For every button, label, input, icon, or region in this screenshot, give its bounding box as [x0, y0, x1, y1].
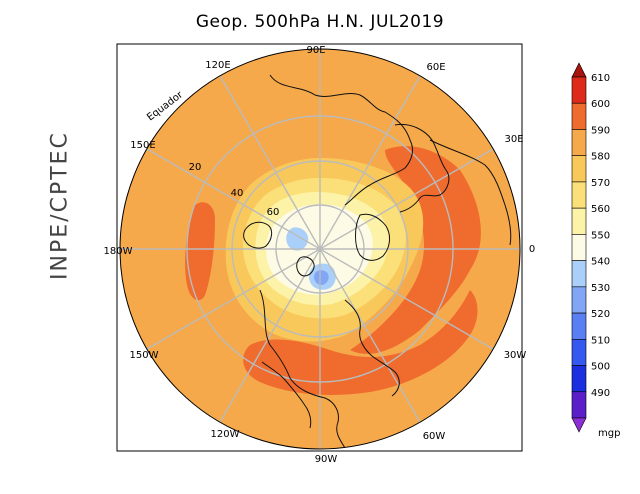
colorbar-label: 580 [591, 152, 610, 163]
field-high-atlantic-south [243, 290, 478, 395]
colorbar-swatch [571, 260, 587, 288]
coast-alaska [243, 221, 273, 249]
map-frame [116, 43, 523, 452]
colorbar-swatch [571, 312, 587, 340]
coast-mexico [261, 361, 312, 429]
meridian-150e-30w [146, 148, 494, 350]
coast-greenland [355, 213, 391, 261]
field-high-pacific [185, 202, 215, 301]
lon-label-150w: 150W [130, 350, 159, 361]
lon-label-180w: 180W [104, 246, 133, 257]
colorbar-swatch [571, 76, 587, 104]
lon-label-60w: 60W [423, 431, 446, 442]
field-low-530-canada [314, 270, 329, 285]
coast-north-america [259, 289, 346, 449]
colorbar-label: 550 [591, 230, 610, 241]
coast-africa [429, 139, 512, 246]
lon-label-120w: 120W [211, 429, 240, 440]
colorbar-label: 530 [591, 283, 610, 294]
disk-outline [119, 48, 521, 450]
map-title: Geop. 500hPa H.N. JUL2019 [195, 12, 445, 32]
colorbar-label: 540 [591, 257, 610, 268]
colorbar-swatch [571, 155, 587, 183]
colorbar-label: 490 [591, 388, 610, 399]
lon-label-150e: 150E [130, 140, 155, 151]
colorbar-swatch [571, 102, 587, 130]
lon-label-90e: 90E [306, 45, 325, 56]
graticule [120, 49, 520, 449]
colorbar-swatch [571, 391, 587, 419]
colorbar-swatch [571, 129, 587, 156]
colorbar-swatch [571, 365, 587, 393]
lon-label-30w: 30W [504, 350, 527, 361]
colorbar-label: 570 [591, 178, 610, 189]
colorbar-swatch [571, 181, 587, 209]
colorbar-label: 560 [591, 204, 610, 215]
lon-label-90w: 90W [315, 454, 338, 465]
colorbar-top-arrow [571, 62, 587, 78]
lat-label-60: 60 [267, 207, 280, 218]
lon-label-0: 0 [529, 244, 535, 255]
colorbar-unit: mgp [598, 428, 620, 439]
colorbar-label: 600 [591, 99, 610, 110]
coastlines [243, 74, 512, 449]
lat-label-40: 40 [231, 188, 244, 199]
colorbar-swatch [571, 339, 587, 366]
colorbar-label: 510 [591, 335, 610, 346]
coast-europe [394, 123, 450, 213]
colorbar-swatch [571, 207, 587, 235]
colorbar-swatch [571, 234, 587, 261]
lon-label-120e: 120E [205, 60, 230, 71]
lon-label-30e: 30E [504, 134, 523, 145]
colorbar-swatch [571, 286, 587, 314]
colorbar-label: 520 [591, 309, 610, 320]
lon-label-60e: 60E [426, 62, 445, 73]
coast-arctic-islands [296, 256, 315, 277]
coast-asia [269, 74, 413, 206]
lat-label-20: 20 [189, 162, 202, 173]
colorbar-label: 500 [591, 362, 610, 373]
colorbar-label: 610 [591, 73, 610, 84]
colorbar-bottom-arrow [571, 417, 587, 433]
field-high-north-atlantic [350, 146, 481, 354]
colorbar: 610600590580570560550540530520510500490 … [571, 62, 620, 439]
colorbar-label: 590 [591, 125, 610, 136]
coast-north-america-east [344, 299, 400, 397]
